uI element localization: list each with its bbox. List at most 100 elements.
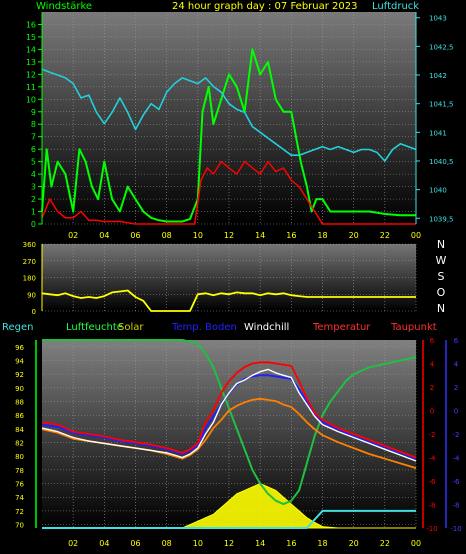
chart-title: 24 hour graph day : 07 Februar 2023 xyxy=(172,1,357,12)
wind-tick-label: 5 xyxy=(31,158,36,167)
temp-tick-label: -2 xyxy=(429,431,436,439)
ground-temp-tick-label: -2 xyxy=(453,431,460,439)
temp-tick-label: -8 xyxy=(429,502,436,510)
wind-tick-label: 11 xyxy=(26,83,36,92)
compass-label: W xyxy=(436,254,447,267)
wind-tick-label: 15 xyxy=(26,33,36,42)
legend-solar: Solar xyxy=(118,322,144,333)
wind-axis-title: Windstärke xyxy=(36,1,92,12)
humidity-tick-label: 76 xyxy=(15,481,24,489)
wind-speed-series xyxy=(41,160,416,225)
x-tick-label: 02 xyxy=(68,231,78,240)
temp-tick-label: 0 xyxy=(430,408,434,416)
humidity-tick-label: 82 xyxy=(15,440,24,448)
legend-taupunkt: Taupunkt xyxy=(390,322,437,333)
x-tick-label: 12 xyxy=(224,539,234,548)
compass-label: S xyxy=(438,270,445,283)
x-tick-label: 02 xyxy=(68,539,78,548)
wind-direction-series xyxy=(41,289,416,312)
temperature-axes: 70 72 74 76 78 80 82 84 86 88 90 92 94 96 -10 -10 -8 -8 -6… xyxy=(15,337,462,548)
humidity-tick-label: 94 xyxy=(15,358,24,366)
x-tick-label: 18 xyxy=(317,539,327,548)
temp-tick-label: 4 xyxy=(430,361,435,369)
wind-direction-series xyxy=(41,289,416,312)
ground-temp-tick-label: -8 xyxy=(453,502,460,510)
wind-tick-label: 2 xyxy=(31,195,36,204)
x-tick-label: 14 xyxy=(255,231,265,240)
pressure-tick-label: 1043 xyxy=(429,15,447,23)
x-tick-label: 08 xyxy=(162,231,172,240)
wind-tick-label: 1 xyxy=(31,208,36,217)
humidity-tick-label: 84 xyxy=(15,426,24,434)
x-tick-label: 00 xyxy=(411,231,421,240)
compass-label: N xyxy=(437,302,445,315)
x-tick-label: 00 xyxy=(411,539,421,548)
wind-tick-label: 13 xyxy=(26,58,36,67)
ground-temp-tick-label: 6 xyxy=(454,337,459,345)
humidity-tick-label: 88 xyxy=(15,399,24,407)
wind-gust-series xyxy=(41,48,416,223)
wind-tick-label: 3 xyxy=(31,183,36,192)
compass-label: N xyxy=(437,238,445,251)
pressure-tick-label: 1041 xyxy=(429,129,447,137)
x-tick-label: 04 xyxy=(99,539,109,548)
temp-tick-label: -10 xyxy=(426,525,437,533)
temperature-series xyxy=(41,361,417,459)
wind-pressure-series xyxy=(41,48,417,225)
temp-tick-label: -6 xyxy=(429,478,437,486)
temp-tick-label: 6 xyxy=(430,337,435,345)
wind-tick-label: 14 xyxy=(26,45,36,54)
ground-temp-tick-label: -6 xyxy=(453,478,461,486)
wind-tick-label: 16 xyxy=(26,20,36,29)
ground-temp-series xyxy=(41,374,417,460)
x-tick-label: 20 xyxy=(349,231,359,240)
temperature-series xyxy=(41,339,417,529)
x-tick-label: 10 xyxy=(193,231,203,240)
pressure-tick-label: 1040 xyxy=(429,187,447,195)
humidity-tick-label: 92 xyxy=(15,371,24,379)
temp-tick-label: 2 xyxy=(430,384,434,392)
windchill-series xyxy=(41,368,417,462)
x-tick-label: 16 xyxy=(286,231,296,240)
x-tick-label: 04 xyxy=(99,231,109,240)
x-tick-label: 22 xyxy=(380,539,390,548)
humidity-tick-label: 78 xyxy=(15,467,24,475)
legend-temperatur: Temperatur xyxy=(312,322,371,333)
temp-tick-label: -4 xyxy=(429,455,437,463)
legend-luftfeuchte: Luftfeuchte xyxy=(66,322,123,333)
humidity-tick-label: 72 xyxy=(15,508,24,516)
legend-regen: Regen xyxy=(2,322,34,333)
legend-temp-boden: Temp. Boden xyxy=(171,322,237,333)
ground-temp-tick-label: 2 xyxy=(454,384,458,392)
compass-label: O xyxy=(437,286,446,299)
direction-tick-label: 0 xyxy=(32,308,36,316)
direction-tick-label: 180 xyxy=(23,275,36,283)
x-tick-label: 20 xyxy=(349,539,359,548)
x-tick-label: 08 xyxy=(162,539,172,548)
x-tick-label: 14 xyxy=(255,539,265,548)
direction-tick-label: 270 xyxy=(23,258,36,266)
x-tick-label: 18 xyxy=(317,231,327,240)
wind-tick-label: 4 xyxy=(31,170,36,179)
wind-tick-label: 7 xyxy=(31,133,36,142)
ground-temp-tick-label: 0 xyxy=(454,408,458,416)
pressure-axis-title: Luftdruck xyxy=(372,1,419,12)
humidity-tick-label: 74 xyxy=(15,494,24,502)
x-tick-label: 22 xyxy=(380,231,390,240)
direction-tick-label: 360 xyxy=(23,241,36,249)
pressure-tick-label: 1042 xyxy=(429,72,447,80)
legend-windchill: Windchill xyxy=(244,322,289,333)
humidity-tick-label: 96 xyxy=(15,344,24,352)
humidity-tick-label: 90 xyxy=(15,385,24,393)
x-tick-label: 16 xyxy=(286,539,296,548)
wind-tick-label: 10 xyxy=(26,95,36,104)
pressure-tick-label: 1041,5 xyxy=(429,101,454,109)
wind-tick-label: 6 xyxy=(31,145,36,154)
pressure-tick-label: 1042,5 xyxy=(429,43,454,51)
humidity-tick-label: 80 xyxy=(15,453,24,461)
humidity-series xyxy=(42,339,417,506)
wind-tick-label: 9 xyxy=(31,108,36,117)
pressure-tick-label: 1040,5 xyxy=(429,158,454,166)
x-tick-label: 06 xyxy=(130,539,140,548)
humidity-tick-label: 86 xyxy=(15,412,24,420)
